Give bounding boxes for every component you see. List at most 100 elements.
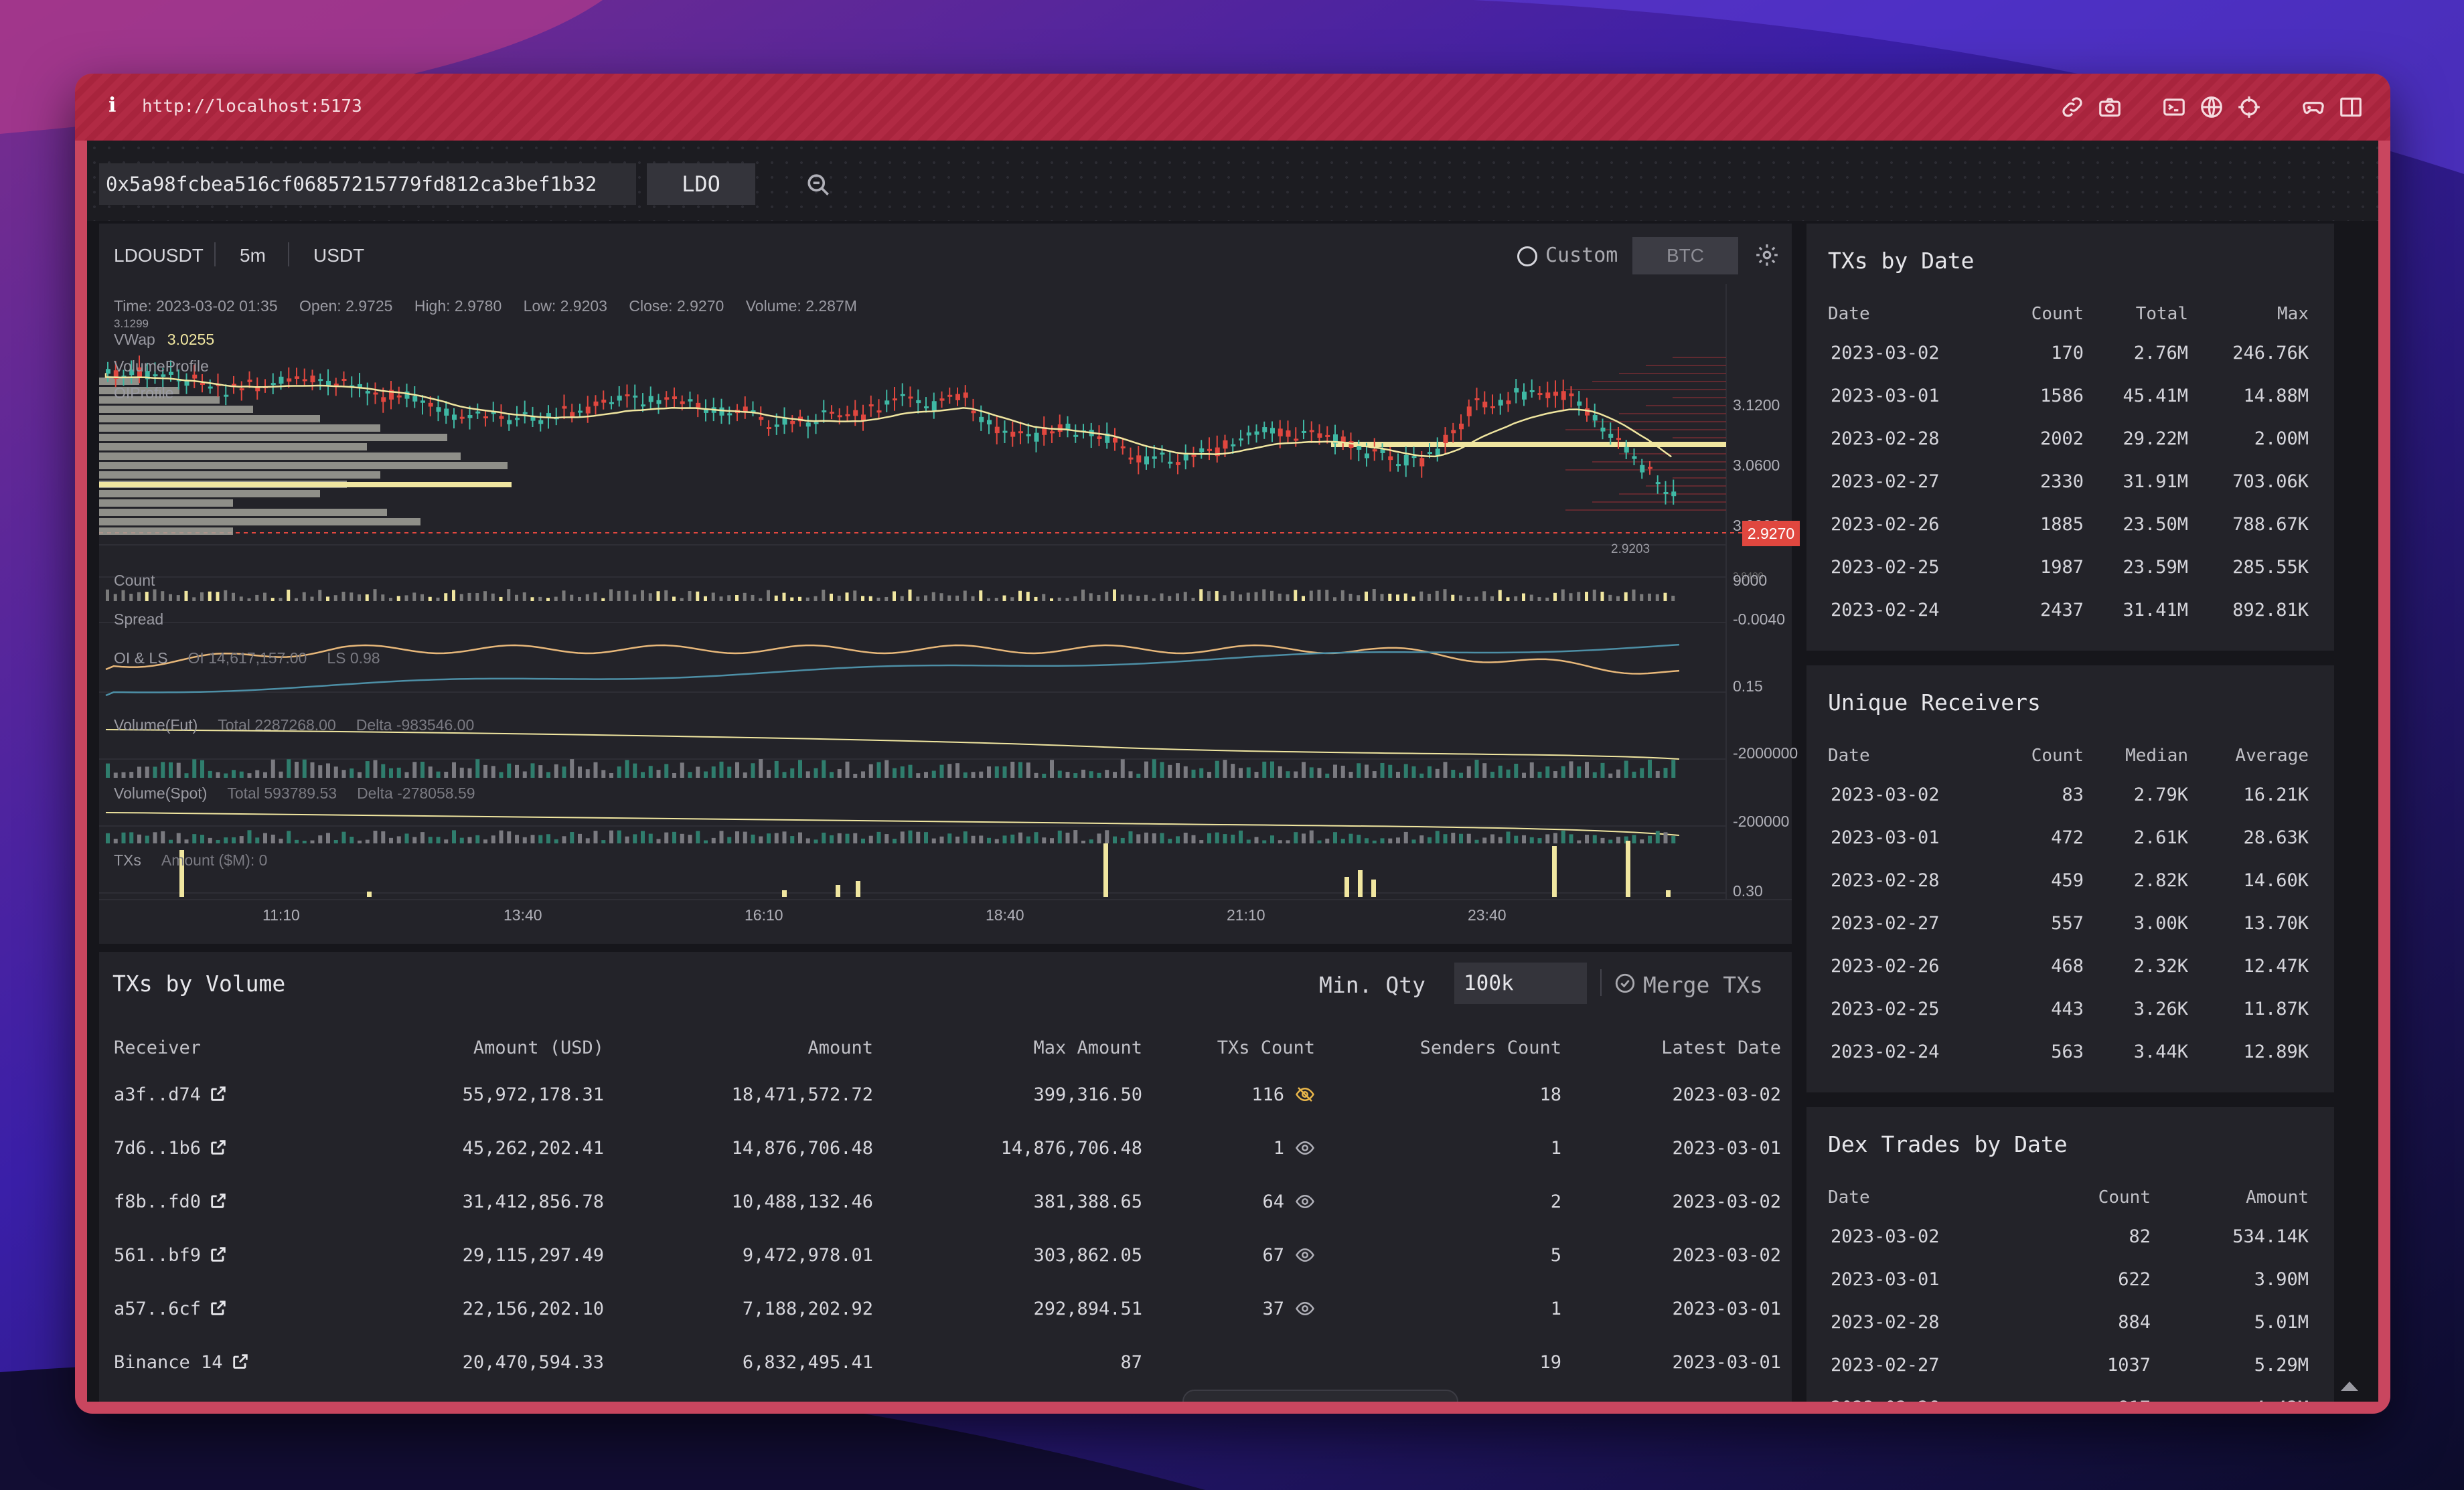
col-senders-count[interactable]: Senders Count (1419, 1038, 1561, 1058)
col-total[interactable]: Total (2135, 304, 2188, 324)
link-icon[interactable] (2060, 94, 2085, 120)
spot-volume-bar (947, 833, 952, 843)
external-link-icon[interactable] (209, 1138, 228, 1157)
table-row[interactable]: 2023-03-01 1586 45.41M 14.88M (1806, 386, 2334, 428)
table-row[interactable]: 2023-03-01 622 3.90M (1806, 1269, 2334, 1312)
table-row[interactable]: 2023-02-26 1885 23.50M 788.67K (1806, 514, 2334, 557)
scroll-up-icon[interactable] (2339, 1379, 2360, 1392)
count-bar (341, 592, 345, 601)
table-row[interactable]: 2023-02-27 557 3.00K 13.70K (1806, 913, 2334, 956)
oi-ls-legend: OI & LS OI 14,617,157.00 LS 0.98 (114, 649, 380, 667)
table-row[interactable]: 2023-02-24 563 3.44K 12.89K (1806, 1042, 2334, 1084)
eye-icon[interactable] (1295, 1191, 1315, 1212)
table-row[interactable]: 2023-02-25 443 3.26K 11.87K (1806, 999, 2334, 1042)
merge-txs-toggle[interactable]: Merge TXs (1643, 972, 1763, 998)
address-input[interactable] (99, 163, 636, 205)
cell-receiver[interactable]: a3f..d74 (114, 1084, 228, 1105)
col-latest-date[interactable]: Latest Date (1661, 1038, 1781, 1058)
external-link-icon[interactable] (209, 1245, 228, 1264)
table-row[interactable]: 2023-02-26 817 4.43M (1806, 1398, 2334, 1402)
table-row[interactable]: Binance 14 20,470,594.33 6,832,495.41 87 19 2… (99, 1352, 1792, 1402)
custom-radio[interactable] (1517, 246, 1537, 266)
table-row[interactable]: 561..bf9 29,115,297.49 9,472,978.01 303,862… (99, 1245, 1792, 1299)
price-chart-panel[interactable]: LDOUSDT 5m USDT Custom BTC Time: 2023-03… (99, 224, 1800, 944)
cell-receiver[interactable]: 561..bf9 (114, 1245, 228, 1266)
cell-text[interactable]: Binance 14 (114, 1352, 223, 1373)
col-txs-count[interactable]: TXs Count (1217, 1038, 1315, 1058)
compare-btc-button[interactable]: BTC (1632, 237, 1738, 274)
search-icon[interactable] (803, 170, 833, 199)
sidebar-icon[interactable] (2338, 94, 2364, 120)
quote-label[interactable]: USDT (313, 245, 365, 266)
gamepad-icon[interactable] (2301, 94, 2326, 120)
table-row[interactable]: 2023-02-28 2002 29.22M 2.00M (1806, 428, 2334, 471)
interval-label[interactable]: 5m (240, 245, 266, 266)
fut-volume-bar (672, 772, 676, 778)
cell-text[interactable]: f8b..fd0 (114, 1191, 202, 1212)
cell-receiver[interactable]: f8b..fd0 (114, 1191, 228, 1212)
table-row[interactable]: 2023-02-25 1987 23.59M 285.55K (1806, 557, 2334, 600)
x-tick: 18:40 (986, 906, 1024, 924)
col-date[interactable]: Date (1828, 1187, 1870, 1208)
eye-icon[interactable] (1295, 1299, 1315, 1319)
gear-icon[interactable] (1754, 242, 1780, 268)
col-receiver[interactable]: Receiver (114, 1038, 202, 1058)
col-date[interactable]: Date (1828, 746, 1870, 766)
table-row[interactable]: 2023-02-28 459 2.82K 14.60K (1806, 870, 2334, 913)
cell-text[interactable]: 561..bf9 (114, 1245, 202, 1266)
table-row[interactable]: 2023-02-28 884 5.01M (1806, 1312, 2334, 1355)
col-count[interactable]: Count (2031, 304, 2084, 324)
cell-receiver[interactable]: Binance 14 (114, 1352, 250, 1373)
symbol-label[interactable]: LDOUSDT (114, 245, 204, 266)
eye-off-icon[interactable] (1295, 1084, 1315, 1104)
table-row[interactable]: 2023-02-26 468 2.32K 12.47K (1806, 956, 2334, 999)
col-median[interactable]: Median (2125, 746, 2188, 766)
external-link-icon[interactable] (209, 1299, 228, 1317)
cell-receiver[interactable]: 7d6..1b6 (114, 1138, 228, 1159)
col-max-amount[interactable]: Max Amount (1033, 1038, 1142, 1058)
table-row[interactable]: 2023-02-27 2330 31.91M 703.06K (1806, 471, 2334, 514)
eye-icon[interactable] (1295, 1138, 1315, 1158)
col-count[interactable]: Count (2098, 1187, 2151, 1208)
cell-count: 2437 (2039, 600, 2084, 620)
col-date[interactable]: Date (1828, 304, 1870, 324)
external-link-icon[interactable] (209, 1084, 228, 1103)
external-link-icon[interactable] (231, 1352, 250, 1371)
url-label[interactable]: http://localhost:5173 (142, 96, 362, 116)
candle-body (633, 395, 638, 398)
col-max[interactable]: Max (2277, 304, 2309, 324)
terminal-icon[interactable] (2161, 94, 2187, 120)
eye-icon[interactable] (1295, 1245, 1315, 1265)
cell-receiver[interactable]: a57..6cf (114, 1299, 228, 1319)
table-row[interactable]: 2023-03-02 83 2.79K 16.21K (1806, 784, 2334, 827)
table-row[interactable]: f8b..fd0 31,412,856.78 10,488,132.46 381,38… (99, 1191, 1792, 1245)
table-row[interactable]: a57..6cf 22,156,202.10 7,188,202.92 292,894… (99, 1299, 1792, 1352)
external-link-icon[interactable] (209, 1191, 228, 1210)
count-bar (247, 598, 251, 601)
min-qty-input[interactable] (1454, 963, 1587, 1004)
camera-icon[interactable] (2097, 94, 2123, 120)
custom-label[interactable]: Custom (1545, 244, 1618, 267)
cell-text[interactable]: a57..6cf (114, 1299, 202, 1319)
chart-canvas[interactable] (99, 224, 1792, 944)
table-row[interactable]: 2023-03-02 170 2.76M 246.76K (1806, 343, 2334, 386)
cell-count: 443 (2051, 999, 2084, 1019)
globe-icon[interactable] (2199, 94, 2224, 120)
token-button[interactable]: LDO (647, 163, 755, 205)
table-row[interactable]: 2023-02-24 2437 31.41M 892.81K (1806, 600, 2334, 643)
col-count[interactable]: Count (2031, 746, 2084, 766)
crosshair-icon[interactable] (2236, 94, 2262, 120)
table-row[interactable]: 2023-03-02 82 534.14K (1806, 1226, 2334, 1269)
table-row[interactable]: 2023-02-27 1037 5.29M (1806, 1355, 2334, 1398)
col-amount[interactable]: Amount (807, 1038, 873, 1058)
check-circle-icon[interactable] (1614, 972, 1636, 995)
col-amount[interactable]: Amount (2246, 1187, 2309, 1208)
table-row[interactable]: 7d6..1b6 45,262,202.41 14,876,706.48 14,876… (99, 1138, 1792, 1191)
cell-text[interactable]: 7d6..1b6 (114, 1138, 202, 1159)
table-row[interactable]: 2023-03-01 472 2.61K 28.63K (1806, 827, 2334, 870)
col-average[interactable]: Average (2235, 746, 2309, 766)
table-row[interactable]: a3f..d74 55,972,178.31 18,471,572.72 399,31… (99, 1084, 1792, 1138)
info-icon[interactable]: i (108, 94, 117, 117)
cell-text[interactable]: a3f..d74 (114, 1084, 202, 1105)
col-amount-usd[interactable]: Amount (USD) (473, 1038, 604, 1058)
